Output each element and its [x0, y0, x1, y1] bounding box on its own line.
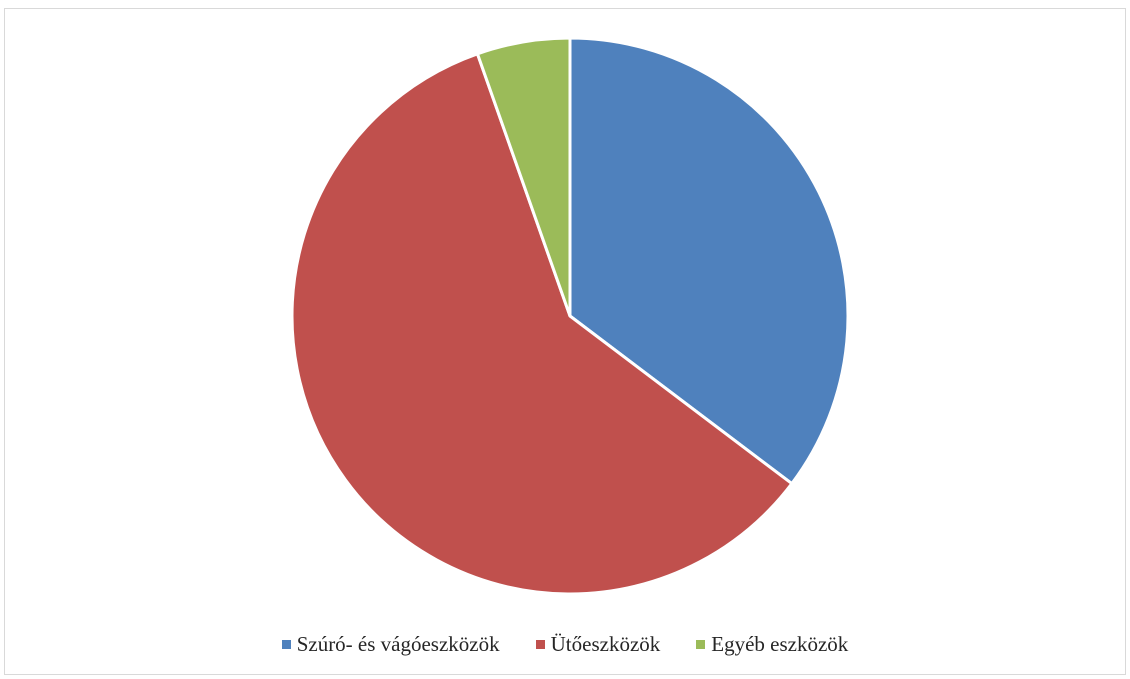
legend-swatch [696, 640, 706, 649]
legend-item-egyeb: Egyéb eszközök [696, 632, 848, 657]
legend-swatch [281, 640, 291, 649]
legend: Szúró- és vágóeszközök Ütőeszközök Egyéb… [0, 632, 1130, 657]
pie-slices [290, 36, 850, 596]
legend-item-uto: Ütőeszközök [535, 632, 661, 657]
pie-slice-egyeb-eszkozok [475, 36, 572, 318]
legend-swatch [535, 640, 545, 649]
legend-label: Egyéb eszközök [711, 632, 849, 656]
pie-slice-szuro-es-vagoeszkozok [568, 36, 850, 486]
legend-item-szuro-vago: Szúró- és vágóeszközök [281, 632, 500, 657]
pie-slice-utoeszkozok [290, 52, 794, 596]
legend-label: Szúró- és vágóeszközök [296, 632, 500, 656]
legend-label: Ütőeszközök [550, 632, 661, 656]
